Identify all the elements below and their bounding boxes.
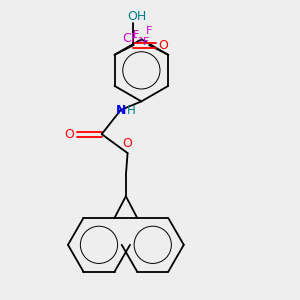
Text: OH: OH bbox=[127, 10, 146, 23]
Text: H: H bbox=[127, 103, 136, 116]
Text: O: O bbox=[158, 39, 168, 52]
Text: N: N bbox=[116, 103, 126, 116]
Text: CF₃: CF₃ bbox=[122, 32, 143, 45]
Text: F: F bbox=[146, 26, 152, 36]
Text: F: F bbox=[143, 38, 150, 47]
Text: O: O bbox=[64, 128, 74, 141]
Text: O: O bbox=[123, 137, 133, 150]
Text: F: F bbox=[133, 30, 140, 40]
